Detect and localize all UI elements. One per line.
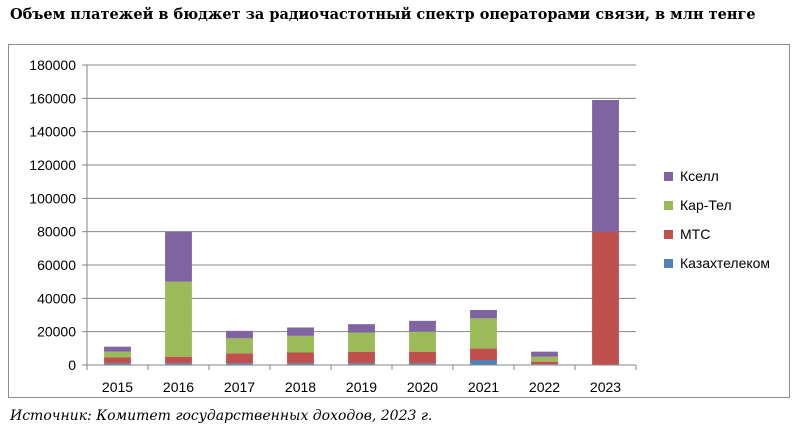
bar-segment: [531, 356, 558, 362]
bar-segment: [287, 327, 314, 336]
chart-frame: 0 20000 40000 60000 80000 100000 120000 140000 1…: [8, 44, 790, 398]
legend-swatch: [664, 201, 673, 210]
bar-segment: [470, 348, 497, 360]
bar-segment: [348, 351, 375, 364]
bar-segment: [226, 338, 253, 354]
y-tick-label: 40000: [37, 290, 76, 306]
legend-label: Казахтелеком: [680, 255, 770, 271]
legend-swatch: [664, 259, 673, 268]
bar-segment: [470, 318, 497, 349]
x-tick-label: 2022: [529, 379, 560, 395]
x-tick-label: 2021: [468, 379, 499, 395]
bar-segment: [165, 363, 192, 365]
bar-segment: [592, 100, 619, 232]
bar-segment: [165, 231, 192, 282]
y-tick-label: 120000: [29, 157, 76, 173]
bar-segment: [470, 310, 497, 319]
bar-segment: [104, 357, 131, 364]
bar-segment: [592, 231, 619, 365]
x-tick-label: 2023: [590, 379, 621, 395]
bar-segment: [104, 351, 131, 358]
y-tick-label: 180000: [29, 57, 76, 73]
bar-segment: [226, 330, 253, 339]
y-tick-label: 140000: [29, 124, 76, 140]
bar-segment: [531, 361, 558, 365]
bar-segment: [287, 352, 314, 364]
bar-segment: [531, 351, 558, 357]
legend-swatch: [664, 172, 673, 181]
stacked-bar-chart: 0 20000 40000 60000 80000 100000 120000 140000 1…: [29, 57, 770, 395]
bar-segment: [470, 360, 497, 365]
bar-segment: [409, 320, 436, 332]
bar-segment: [409, 351, 436, 364]
bar-segment: [226, 363, 253, 365]
bar-segment: [348, 324, 375, 333]
x-tick-label: 2017: [224, 379, 255, 395]
source-note: Источник: Комитет государственных доходо…: [10, 408, 433, 424]
legend-label: Кар-Тел: [680, 197, 732, 213]
bar-segment: [348, 332, 375, 352]
y-tick-label: 20000: [37, 324, 76, 340]
x-tick-label: 2018: [285, 379, 316, 395]
legend-label: МТС: [680, 226, 710, 242]
x-tick-label: 2020: [407, 379, 438, 395]
y-axis-ticks: 0 20000 40000 60000 80000 100000 120000 140000 1…: [29, 57, 88, 373]
legend-label: Кселл: [680, 168, 719, 184]
y-tick-label: 0: [68, 357, 76, 373]
bar-segment: [409, 331, 436, 352]
y-tick-label: 60000: [37, 257, 76, 273]
bar-segment: [226, 353, 253, 364]
bar-segment: [104, 346, 131, 352]
x-tick-label: 2019: [346, 379, 377, 395]
bar-segment: [409, 363, 436, 365]
x-tick-label: 2015: [102, 379, 133, 395]
x-axis: 2015 2016 2017 2018 2019 2020 2021 2022 2023: [86, 364, 637, 395]
bars: [104, 100, 619, 365]
x-tick-label: 2016: [163, 379, 194, 395]
bar-segment: [104, 363, 131, 365]
bar-segment: [287, 335, 314, 353]
chart-title: Объем платежей в бюджет за радиочастотны…: [10, 6, 756, 23]
y-tick-label: 80000: [37, 224, 76, 240]
y-tick-label: 100000: [29, 190, 76, 206]
bar-segment: [165, 356, 192, 364]
bar-segment: [348, 363, 375, 365]
y-tick-label: 160000: [29, 90, 76, 106]
legend-swatch: [664, 230, 673, 239]
bar-segment: [165, 281, 192, 357]
bar-segment: [287, 363, 314, 365]
legend: Кселл Кар-Тел МТС Казахтелеком: [664, 168, 770, 271]
